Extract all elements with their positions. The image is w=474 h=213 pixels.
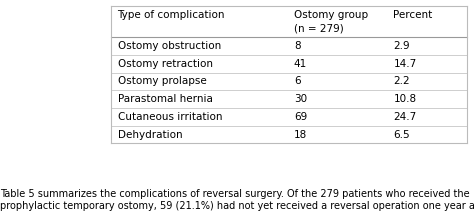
- Text: 2.2: 2.2: [393, 76, 410, 86]
- Text: (n = 279): (n = 279): [294, 24, 344, 34]
- Text: Dehydration: Dehydration: [118, 130, 182, 140]
- Text: Ostomy prolapse: Ostomy prolapse: [118, 76, 206, 86]
- Text: 6.5: 6.5: [393, 130, 410, 140]
- Text: Percent: Percent: [393, 10, 433, 20]
- Text: 2.9: 2.9: [393, 41, 410, 51]
- Text: 30: 30: [294, 94, 307, 104]
- Text: Ostomy obstruction: Ostomy obstruction: [118, 41, 221, 51]
- Text: Ostomy group: Ostomy group: [294, 10, 368, 20]
- Text: 18: 18: [294, 130, 307, 140]
- Text: Parastomal hernia: Parastomal hernia: [118, 94, 212, 104]
- Text: Type of complication: Type of complication: [118, 10, 225, 20]
- Text: 10.8: 10.8: [393, 94, 417, 104]
- Text: prophylactic temporary ostomy, 59 (21.1%) had not yet received a reversal operat: prophylactic temporary ostomy, 59 (21.1%…: [0, 201, 474, 211]
- Text: Cutaneous irritation: Cutaneous irritation: [118, 112, 222, 122]
- Text: Ostomy retraction: Ostomy retraction: [118, 59, 212, 69]
- Text: 8: 8: [294, 41, 301, 51]
- Text: 41: 41: [294, 59, 307, 69]
- Text: 14.7: 14.7: [393, 59, 417, 69]
- Text: 6: 6: [294, 76, 301, 86]
- Text: 24.7: 24.7: [393, 112, 417, 122]
- Text: Table 5 summarizes the complications of reversal surgery. Of the 279 patients wh: Table 5 summarizes the complications of …: [0, 189, 470, 199]
- Text: 69: 69: [294, 112, 307, 122]
